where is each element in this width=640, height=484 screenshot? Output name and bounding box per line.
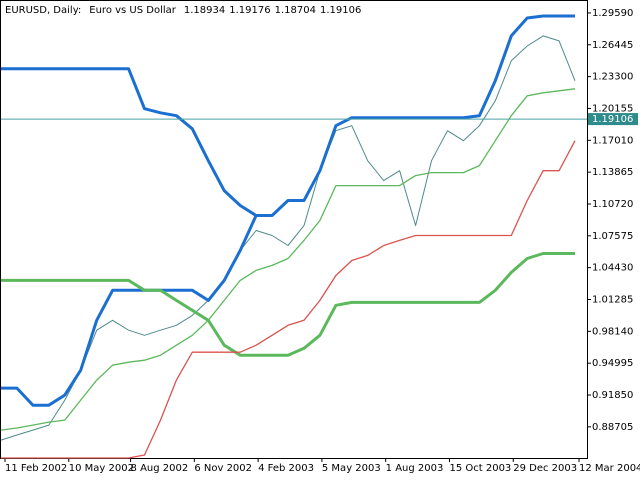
x-tick-label: 1 Aug 2003	[386, 463, 444, 474]
x-tick-label: 6 Nov 2002	[194, 463, 252, 474]
y-tick-label: 0.94995	[592, 358, 633, 369]
ohlc-value: 1.19176	[229, 5, 270, 16]
y-tick-label: 0.88705	[592, 422, 633, 433]
x-tick-label: 12 Mar 2004	[579, 463, 640, 474]
y-tick-label: 1.07575	[592, 231, 633, 242]
y-tick-label: 1.04430	[592, 263, 633, 274]
x-tick-label: 8 Aug 2002	[131, 463, 189, 474]
series-line	[0, 88, 576, 431]
y-tick-label: 1.26445	[592, 40, 633, 51]
x-tick-label: 29 Dec 2003	[513, 463, 577, 474]
x-tick-label: 11 Feb 2002	[5, 463, 67, 474]
ohlc-value: 1.19106	[320, 5, 361, 16]
header: EURUSD, Daily:	[5, 5, 81, 16]
y-tick-label: 1.10720	[592, 199, 633, 210]
description: Euro vs US Dollar	[89, 5, 177, 16]
ohlc-value: 1.18704	[275, 5, 316, 16]
series-line	[1, 214, 258, 407]
series-line	[1, 252, 575, 357]
series-line	[0, 35, 576, 441]
y-tick-label: 0.98140	[592, 326, 633, 337]
x-tick-label: 10 May 2002	[69, 463, 134, 474]
ohlc-value: 1.18934	[184, 5, 225, 16]
x-tick-label: 4 Feb 2003	[258, 463, 314, 474]
y-tick-label: 1.29590	[592, 8, 633, 19]
series-line	[1, 14, 575, 217]
y-tick-label: 0.91850	[592, 390, 633, 401]
x-tick-label: 5 May 2003	[322, 463, 381, 474]
symbol: EURUSD, Daily:	[5, 5, 81, 16]
series-line	[1, 140, 576, 459]
y-tick-label: 1.17010	[592, 135, 633, 146]
y-tick-label: 1.01285	[592, 295, 633, 306]
current-price-box	[588, 113, 638, 126]
x-tick-label: 15 Oct 2003	[449, 463, 511, 474]
y-tick-label: 1.13865	[592, 167, 633, 178]
y-tick-label: 1.20155	[592, 103, 633, 114]
plot-frame	[0, 0, 588, 459]
y-tick-label: 1.23300	[592, 72, 633, 83]
current-price-label: 1.19106	[592, 114, 633, 125]
